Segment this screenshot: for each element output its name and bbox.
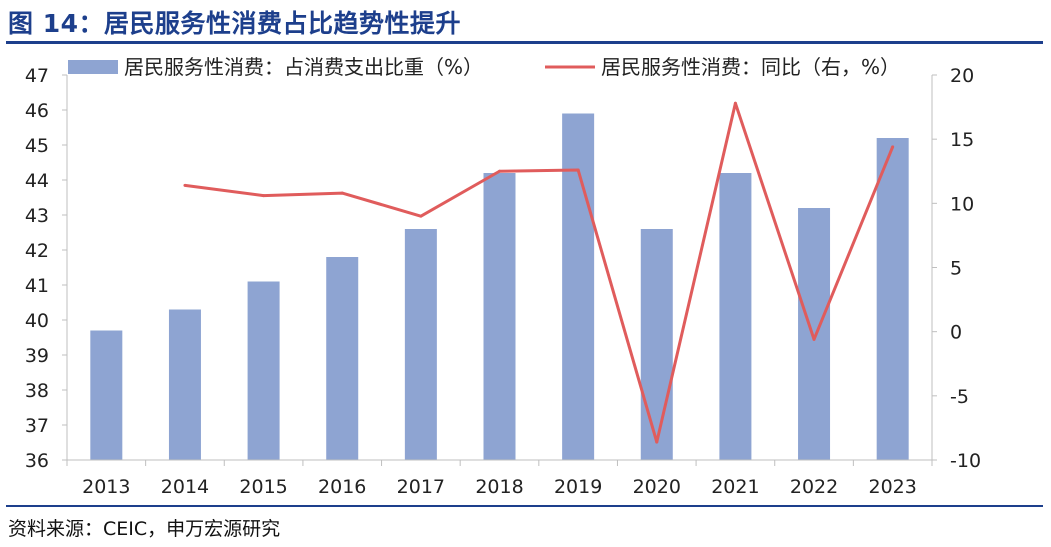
chart: 36 37 38 39 40 41 42 43 44 45 46 47 -10 -5 0 5 10 15 20 201… — [25, 55, 981, 498]
x-tick-label: 2020 — [633, 476, 681, 498]
x-tick-label: 2018 — [475, 476, 523, 498]
y-left-tick-label: 45 — [25, 135, 49, 157]
y-left-tick-label: 37 — [25, 415, 49, 437]
y-right-tick-label: 5 — [950, 258, 962, 280]
y-left-tick-label: 42 — [25, 240, 49, 262]
line-point-2020 — [655, 440, 659, 444]
title-rule — [6, 41, 1043, 44]
y-left-tick-label: 44 — [25, 170, 49, 192]
source-note: 资料来源：CEIC，申万宏源研究 — [8, 518, 281, 540]
chart-title: 图 14：居民服务性消费占比趋势性提升 — [8, 9, 461, 38]
y-right-tick-label: -5 — [950, 386, 969, 408]
y-right-tick-label: 15 — [950, 129, 974, 151]
y-left-tick-label: 36 — [25, 450, 49, 472]
bar-2021 — [719, 173, 752, 460]
legend: 居民服务性消费：占消费支出比重（%） 居民服务性消费：同比（右，%） — [68, 55, 900, 79]
footer-rule — [6, 505, 1043, 507]
y-left-tick-label: 43 — [25, 205, 49, 227]
y-right-tick-label: 10 — [950, 193, 974, 215]
line-point-2015 — [262, 194, 266, 198]
legend-bar-swatch — [68, 60, 118, 74]
bar-2019 — [562, 113, 595, 460]
x-tick-label: 2021 — [711, 476, 759, 498]
bar-2018 — [483, 173, 516, 460]
x-tick-label: 2016 — [318, 476, 366, 498]
line-series-yoy — [184, 101, 895, 444]
y-left-tick-label: 46 — [25, 100, 49, 122]
x-tick-label: 2014 — [161, 476, 209, 498]
y-left-tick-label: 38 — [25, 380, 49, 402]
axes-group: 36 37 38 39 40 41 42 43 44 45 46 47 -10 -5 0 5 10 15 20 201… — [25, 65, 981, 498]
legend-line-label: 居民服务性消费：同比（右，%） — [601, 55, 900, 79]
x-tick-label: 2019 — [554, 476, 602, 498]
line-point-2018 — [498, 169, 501, 173]
bar-2023 — [876, 138, 909, 460]
legend-bar-label: 居民服务性消费：占消费支出比重（%） — [124, 55, 483, 79]
line-point-2019 — [576, 168, 580, 172]
y-right-tick-label: 20 — [950, 65, 974, 87]
bar-2016 — [326, 257, 359, 460]
bar-2020 — [640, 229, 673, 460]
line-point-2022 — [812, 337, 816, 341]
bars-group — [90, 113, 909, 460]
line-point-2017 — [419, 214, 423, 218]
x-tick-label: 2013 — [82, 476, 130, 498]
y-left-tick-label: 47 — [25, 65, 49, 87]
x-tick-label: 2022 — [790, 476, 838, 498]
x-tick-label: 2017 — [397, 476, 445, 498]
line-point-2023 — [891, 145, 895, 149]
line-group — [183, 101, 895, 444]
x-tick-label: 2023 — [869, 476, 917, 498]
bar-2013 — [90, 330, 123, 460]
y-left-tick-label: 39 — [25, 345, 49, 367]
line-point-2021 — [733, 101, 737, 105]
line-point-2016 — [340, 191, 344, 195]
line-point-2014 — [183, 183, 187, 187]
bar-2014 — [168, 309, 201, 460]
bar-2017 — [404, 229, 437, 460]
bar-2022 — [798, 208, 831, 460]
x-tick-label: 2015 — [239, 476, 287, 498]
y-left-tick-label: 41 — [25, 275, 49, 297]
bar-2015 — [247, 281, 280, 460]
y-left-tick-label: 40 — [25, 310, 49, 332]
y-right-tick-label: 0 — [950, 322, 962, 344]
y-right-tick-label: -10 — [950, 450, 981, 472]
